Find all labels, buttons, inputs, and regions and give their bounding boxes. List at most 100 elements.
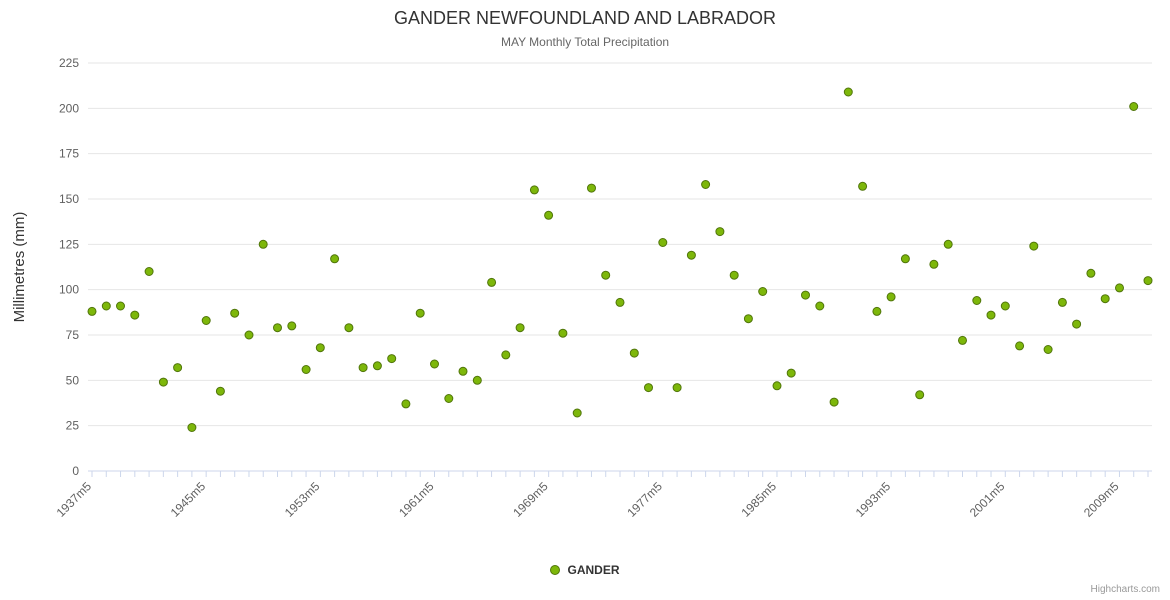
x-axis — [88, 470, 1152, 477]
x-tick-label: 1985m5 — [739, 479, 780, 520]
data-point[interactable] — [601, 270, 611, 280]
data-point[interactable] — [130, 310, 140, 320]
data-point[interactable] — [529, 185, 539, 195]
x-tick-label: 1945m5 — [168, 479, 209, 520]
legend-item-gander[interactable]: GANDER — [0, 563, 1170, 577]
data-point[interactable] — [872, 306, 882, 316]
data-point[interactable] — [415, 308, 425, 318]
data-point[interactable] — [173, 363, 183, 373]
data-point[interactable] — [544, 210, 554, 220]
data-point[interactable] — [458, 366, 468, 376]
data-point[interactable] — [644, 383, 653, 393]
data-point[interactable] — [301, 365, 311, 374]
data-point[interactable] — [387, 354, 397, 364]
data-point[interactable] — [986, 310, 996, 320]
y-tick-label: 125 — [59, 237, 79, 251]
data-point[interactable] — [287, 321, 297, 331]
data-point[interactable] — [344, 323, 354, 333]
data-point[interactable] — [444, 394, 454, 403]
data-point[interactable] — [715, 227, 725, 237]
x-tick-label: 1953m5 — [282, 479, 323, 520]
data-point[interactable] — [87, 306, 97, 316]
data-point[interactable] — [487, 277, 497, 287]
y-tick-label: 50 — [66, 373, 80, 387]
data-point[interactable] — [758, 287, 768, 296]
data-point[interactable] — [1115, 283, 1124, 293]
chart-subtitle: MAY Monthly Total Precipitation — [500, 35, 670, 49]
data-point[interactable] — [430, 359, 439, 369]
data-point[interactable] — [116, 301, 125, 311]
data-point[interactable] — [729, 270, 739, 280]
data-point[interactable] — [929, 259, 939, 269]
data-point[interactable] — [843, 87, 853, 97]
data-point[interactable] — [187, 423, 197, 432]
y-tick-label: 0 — [72, 464, 79, 478]
data-point[interactable] — [672, 383, 682, 393]
data-point[interactable] — [1072, 319, 1082, 329]
data-point[interactable] — [258, 239, 268, 249]
y-tick-label: 225 — [59, 56, 79, 70]
data-point[interactable] — [330, 254, 340, 264]
data-point[interactable] — [1000, 301, 1010, 311]
data-point[interactable] — [273, 323, 282, 333]
data-point[interactable] — [587, 183, 596, 193]
data-point[interactable] — [501, 350, 511, 360]
data-point[interactable] — [315, 343, 325, 353]
gridlines — [88, 62, 1152, 472]
data-point[interactable] — [829, 397, 839, 407]
x-tick-label: 1993m5 — [853, 479, 894, 520]
highcharts-credits-link[interactable]: Highcharts.com — [1090, 584, 1160, 595]
data-point[interactable] — [743, 314, 753, 324]
data-point[interactable] — [1086, 268, 1096, 278]
data-point[interactable] — [858, 181, 868, 191]
data-point[interactable] — [244, 330, 254, 340]
x-tick-label: 1961m5 — [396, 479, 437, 520]
data-point[interactable] — [572, 408, 582, 418]
data-point[interactable] — [101, 301, 111, 311]
data-point[interactable] — [629, 348, 639, 358]
data-point[interactable] — [1100, 294, 1110, 304]
data-point[interactable] — [701, 180, 711, 189]
data-point[interactable] — [958, 335, 967, 345]
data-point[interactable] — [515, 323, 525, 333]
y-tick-label: 75 — [66, 328, 80, 342]
data-point[interactable] — [1143, 276, 1153, 286]
data-point[interactable] — [658, 238, 668, 247]
data-point[interactable] — [972, 296, 982, 305]
data-point[interactable] — [401, 399, 411, 409]
data-point[interactable] — [144, 267, 154, 276]
data-point[interactable] — [472, 375, 482, 385]
data-point[interactable] — [686, 250, 696, 260]
data-point[interactable] — [358, 363, 368, 373]
data-point[interactable] — [558, 328, 568, 338]
x-axis-labels: 1937m5 1945m5 1953m5 1961m5 1969m5 1977m5 1985… — [54, 479, 1122, 520]
data-point[interactable] — [1015, 341, 1025, 351]
data-point[interactable] — [900, 254, 910, 264]
data-point[interactable] — [886, 292, 896, 302]
data-point[interactable] — [801, 290, 810, 300]
data-point[interactable] — [230, 308, 240, 318]
data-point[interactable] — [943, 239, 953, 249]
data-point[interactable] — [1029, 241, 1039, 251]
data-point[interactable] — [1129, 102, 1139, 111]
data-point[interactable] — [372, 361, 382, 371]
x-tick-label: 2001m5 — [967, 479, 1008, 520]
data-point[interactable] — [1043, 345, 1053, 354]
data-point[interactable] — [201, 316, 211, 325]
data-point[interactable] — [215, 386, 225, 396]
legend-marker-icon — [550, 565, 561, 575]
x-tick-label: 1969m5 — [510, 479, 551, 520]
x-tick-label: 1977m5 — [624, 479, 665, 520]
x-tick-label: 2009m5 — [1081, 479, 1122, 520]
data-points — [87, 87, 1153, 432]
y-tick-label: 25 — [66, 419, 80, 433]
data-point[interactable] — [1057, 297, 1067, 307]
data-point[interactable] — [915, 390, 925, 400]
data-point[interactable] — [772, 381, 782, 391]
data-point[interactable] — [158, 377, 168, 387]
data-point[interactable] — [786, 368, 796, 378]
data-point[interactable] — [615, 297, 625, 307]
data-point[interactable] — [815, 301, 825, 311]
